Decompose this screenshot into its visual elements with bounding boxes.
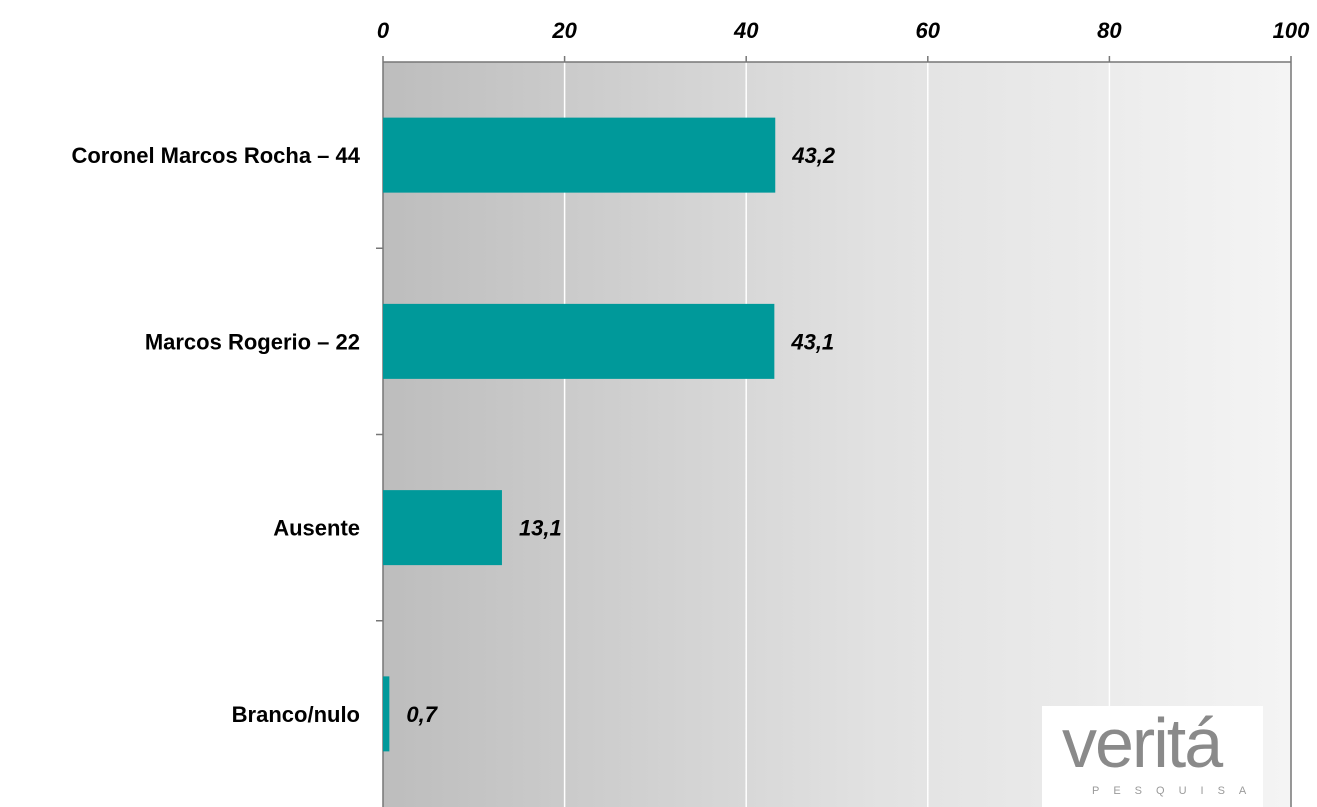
x-tick-label: 20 — [551, 18, 577, 43]
logo-subtitle: PESQUISA — [1092, 785, 1261, 797]
x-tick-label: 80 — [1097, 18, 1122, 43]
category-label: Coronel Marcos Rocha – 44 — [71, 143, 360, 168]
x-tick-label: 100 — [1273, 18, 1310, 43]
data-label: 43,1 — [790, 329, 834, 354]
bar — [383, 490, 502, 566]
data-label: 43,2 — [791, 143, 836, 168]
category-label: Marcos Rogerio – 22 — [145, 329, 360, 354]
logo-word: veritá — [1062, 704, 1223, 782]
bar — [383, 117, 776, 193]
verita-logo: veritá PESQUISA — [1042, 706, 1263, 807]
x-axis-ticks: 0 20 40 60 80 100 — [377, 18, 1310, 62]
bars — [383, 117, 776, 752]
x-tick-label: 60 — [916, 18, 941, 43]
data-label: 0,7 — [406, 702, 438, 727]
bar — [383, 303, 775, 379]
labels: Coronel Marcos Rocha – 44 43,2 Marcos Roge… — [71, 143, 835, 727]
category-label: Ausente — [273, 516, 360, 541]
x-tick-label: 0 — [377, 18, 390, 43]
category-label: Branco/nulo — [232, 702, 360, 727]
x-tick-label: 40 — [733, 18, 759, 43]
bar — [383, 676, 390, 752]
data-label: 13,1 — [519, 516, 562, 541]
